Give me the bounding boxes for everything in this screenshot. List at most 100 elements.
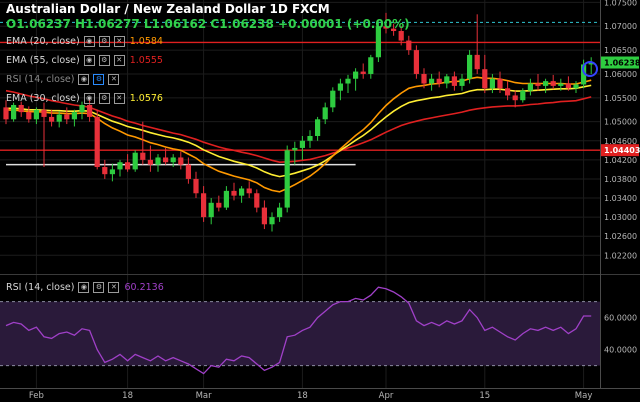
candle[interactable] bbox=[277, 202, 283, 222]
candle[interactable] bbox=[71, 109, 77, 127]
candle[interactable] bbox=[368, 54, 374, 79]
candle[interactable] bbox=[170, 154, 176, 168]
candle[interactable] bbox=[307, 130, 313, 148]
settings-icon[interactable]: ⚙ bbox=[98, 93, 110, 104]
candle[interactable] bbox=[117, 159, 123, 177]
candle[interactable] bbox=[26, 106, 32, 123]
indicator-ema30[interactable]: EMA (30, close) ◉ ⚙ ✕ 1.0576 bbox=[6, 89, 410, 108]
candle[interactable] bbox=[239, 186, 245, 203]
candle[interactable] bbox=[451, 71, 457, 91]
candle[interactable] bbox=[391, 23, 397, 36]
settings-icon[interactable]: ⚙ bbox=[98, 36, 110, 47]
candle[interactable] bbox=[193, 171, 199, 199]
candle[interactable] bbox=[489, 73, 495, 94]
candle[interactable] bbox=[467, 50, 473, 84]
candlestick-series[interactable] bbox=[3, 12, 594, 232]
close-icon[interactable]: ✕ bbox=[113, 93, 125, 104]
candle[interactable] bbox=[201, 186, 207, 222]
candle[interactable] bbox=[535, 73, 541, 91]
candle[interactable] bbox=[436, 71, 442, 88]
candle[interactable] bbox=[406, 35, 412, 55]
candle[interactable] bbox=[345, 74, 351, 94]
candle[interactable] bbox=[246, 181, 252, 199]
candle[interactable] bbox=[109, 163, 115, 182]
candle[interactable] bbox=[147, 145, 153, 172]
candle[interactable] bbox=[497, 71, 503, 94]
candle[interactable] bbox=[505, 81, 511, 101]
candle[interactable] bbox=[360, 63, 366, 79]
close-icon[interactable]: ✕ bbox=[113, 36, 125, 47]
candle[interactable] bbox=[125, 154, 131, 172]
candle[interactable] bbox=[64, 107, 70, 125]
candle[interactable] bbox=[375, 21, 381, 63]
candle[interactable] bbox=[573, 81, 579, 94]
indicator-ema20[interactable]: EMA (20, close) ◉ ⚙ ✕ 1.0584 bbox=[6, 32, 410, 51]
candle[interactable] bbox=[512, 90, 518, 108]
candle[interactable] bbox=[79, 101, 85, 120]
candle[interactable] bbox=[94, 109, 100, 170]
candle[interactable] bbox=[140, 121, 146, 165]
indicator-rsi[interactable]: RSI (14, close) ◉ ⚙ ✕ bbox=[6, 70, 410, 89]
candle[interactable] bbox=[216, 195, 222, 212]
candle[interactable] bbox=[315, 116, 321, 141]
candle[interactable] bbox=[429, 73, 435, 91]
candle[interactable] bbox=[383, 12, 389, 34]
candle[interactable] bbox=[520, 88, 526, 103]
candle[interactable] bbox=[185, 157, 191, 184]
candle[interactable] bbox=[588, 57, 594, 74]
close-icon[interactable]: ✕ bbox=[108, 282, 120, 293]
symbol-title[interactable]: Australian Dollar / New Zealand Dollar 1… bbox=[6, 2, 410, 17]
candle[interactable] bbox=[102, 159, 108, 179]
candle[interactable] bbox=[474, 14, 480, 74]
close-icon[interactable]: ✕ bbox=[113, 55, 125, 66]
candle[interactable] bbox=[163, 147, 169, 165]
candle[interactable] bbox=[3, 100, 9, 125]
candle[interactable] bbox=[254, 189, 260, 213]
candle[interactable] bbox=[543, 78, 549, 94]
eye-icon[interactable]: ◉ bbox=[78, 282, 90, 293]
candle[interactable] bbox=[353, 68, 359, 91]
candle[interactable] bbox=[56, 111, 62, 128]
candle[interactable] bbox=[292, 141, 298, 165]
candle[interactable] bbox=[398, 26, 404, 46]
settings-icon[interactable]: ⚙ bbox=[93, 282, 105, 293]
rsi-pane[interactable] bbox=[0, 274, 640, 375]
settings-icon[interactable]: ⚙ bbox=[93, 74, 105, 85]
candle[interactable] bbox=[337, 78, 343, 101]
candle[interactable] bbox=[558, 78, 564, 91]
eye-icon[interactable]: ◉ bbox=[83, 93, 95, 104]
candle[interactable] bbox=[231, 182, 237, 201]
settings-icon[interactable]: ⚙ bbox=[98, 55, 110, 66]
candle[interactable] bbox=[208, 198, 214, 225]
candle[interactable] bbox=[261, 200, 267, 230]
candle[interactable] bbox=[565, 76, 571, 91]
candle[interactable] bbox=[41, 102, 47, 168]
candle[interactable] bbox=[178, 151, 184, 170]
close-icon[interactable]: ✕ bbox=[108, 74, 120, 85]
candle[interactable] bbox=[87, 98, 93, 122]
candle[interactable] bbox=[18, 101, 24, 117]
candle[interactable] bbox=[33, 107, 39, 125]
candle[interactable] bbox=[459, 73, 465, 91]
candle[interactable] bbox=[330, 87, 336, 113]
candle[interactable] bbox=[322, 102, 328, 125]
candle[interactable] bbox=[269, 212, 275, 232]
indicator-ema55[interactable]: EMA (55, close) ◉ ⚙ ✕ 1.0555 bbox=[6, 51, 410, 70]
candle[interactable] bbox=[444, 73, 450, 89]
candle[interactable] bbox=[11, 102, 17, 122]
candle[interactable] bbox=[527, 78, 533, 96]
eye-icon[interactable]: ◉ bbox=[78, 74, 90, 85]
rsi-legend[interactable]: RSI (14, close) ◉ ⚙ ✕ 60.2136 bbox=[6, 282, 164, 293]
candle[interactable] bbox=[299, 136, 305, 160]
eye-icon[interactable]: ◉ bbox=[83, 55, 95, 66]
eye-icon[interactable]: ◉ bbox=[83, 36, 95, 47]
candle[interactable] bbox=[482, 54, 488, 94]
candle[interactable] bbox=[49, 109, 55, 127]
candle[interactable] bbox=[550, 74, 556, 90]
candle[interactable] bbox=[155, 154, 161, 172]
candle[interactable] bbox=[284, 145, 290, 213]
candle[interactable] bbox=[413, 45, 419, 79]
candle[interactable] bbox=[132, 150, 138, 172]
candle[interactable] bbox=[421, 68, 427, 89]
